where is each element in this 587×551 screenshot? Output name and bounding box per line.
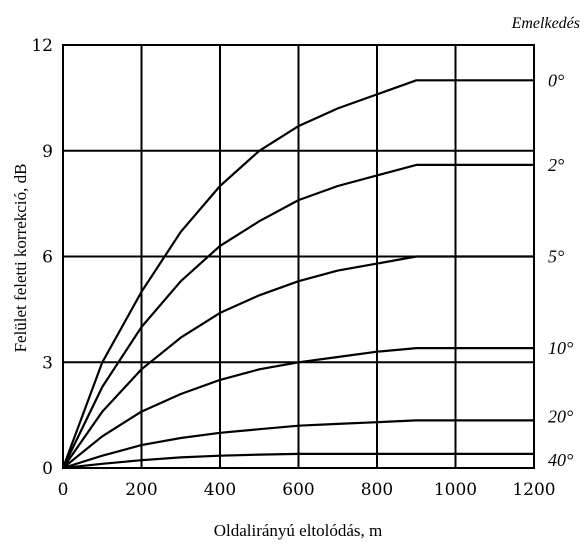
y-tick-label: 0: [42, 459, 53, 479]
tick-labels: 0 200 400 600 800 1000 1200 0 3 6 9 12: [31, 36, 555, 500]
series-label: 2°: [548, 155, 564, 175]
y-tick-label: 9: [42, 142, 53, 162]
series-label: 20°: [548, 406, 573, 426]
series-labels: 0° 2° 5° 10° 20° 40°: [548, 70, 573, 470]
series-label: 40°: [548, 450, 573, 470]
series-line: [62, 419, 534, 470]
x-tick-label: 1000: [434, 480, 477, 500]
plot-frame: [62, 44, 535, 469]
series-label: 5°: [548, 247, 564, 267]
series-line: [62, 255, 534, 469]
x-tick-label: 1200: [512, 480, 555, 500]
y-axis-title: Felület feletti korrekció, dB: [11, 164, 30, 353]
x-axis-title: Oldalirányú eltolódás, m: [214, 521, 383, 540]
x-tick-label: 600: [282, 480, 314, 500]
y-tick-label: 6: [42, 248, 53, 268]
legend-title: Emelkedés: [511, 15, 580, 32]
y-tick-label: 3: [42, 353, 53, 373]
y-tick-label: 12: [31, 36, 53, 56]
series-line: [61, 79, 534, 469]
x-tick-label: 400: [204, 480, 236, 500]
series-label: 0°: [548, 70, 564, 90]
x-tick-label: 800: [361, 480, 393, 500]
curves: [61, 79, 534, 470]
series-line: [62, 163, 534, 469]
x-tick-label: 0: [58, 480, 69, 500]
series-line: [62, 347, 534, 469]
series-line: [62, 452, 534, 470]
x-tick-label: 200: [125, 480, 157, 500]
series-label: 10°: [548, 338, 573, 358]
